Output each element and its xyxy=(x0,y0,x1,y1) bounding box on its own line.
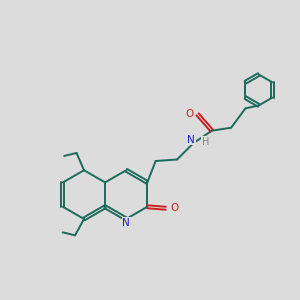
Text: O: O xyxy=(170,203,178,213)
Text: N: N xyxy=(187,135,195,145)
Text: O: O xyxy=(185,109,194,119)
Text: N: N xyxy=(122,218,130,227)
Text: H: H xyxy=(202,137,210,147)
